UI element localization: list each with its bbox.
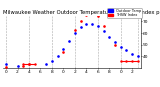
Text: Milwaukee Weather Outdoor Temperature vs THSW Index per Hour (24 Hours): Milwaukee Weather Outdoor Temperature vs…	[3, 10, 160, 15]
Legend: Outdoor Temp, THSW Index: Outdoor Temp, THSW Index	[107, 8, 142, 18]
